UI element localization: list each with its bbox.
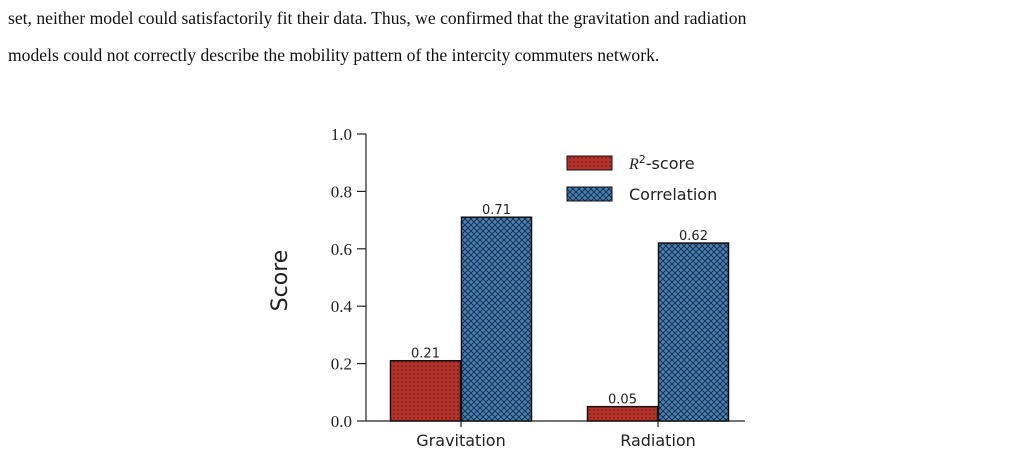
legend-entry: R2-score (628, 153, 695, 173)
y-tick-label: 0.8 (331, 182, 352, 201)
y-tick-label: 0.4 (331, 297, 353, 316)
x-tick-label: Gravitation (416, 431, 505, 450)
chart-legend: R2-score Correlation (566, 153, 717, 204)
y-tick-label: 0.6 (331, 240, 352, 259)
bar-gravitation-r2-score (389, 359, 462, 422)
chart-bars: 0.21 0.71 0.05 0.62 (389, 203, 730, 422)
y-tick-label: 1.0 (331, 125, 352, 144)
y-axis-label: Score (268, 250, 293, 312)
x-tick-label: Radiation (620, 431, 696, 450)
bar-radiation-correlation (657, 242, 730, 422)
data-label: 0.71 (482, 203, 511, 218)
data-label: 0.21 (411, 347, 440, 362)
legend-entry: Correlation (629, 185, 717, 204)
y-tick-label: 0.2 (331, 355, 352, 374)
y-tick-label: 0.0 (331, 412, 352, 431)
paragraph-line-1: set, neither model could satisfactorily … (8, 8, 747, 28)
body-paragraph: set, neither model could satisfactorily … (8, 0, 998, 74)
legend-swatch (566, 186, 613, 202)
bar-gravitation-correlation (460, 216, 533, 422)
data-label: 0.62 (679, 229, 708, 244)
legend-swatch (566, 155, 613, 171)
data-label: 0.05 (608, 393, 637, 408)
paragraph-line-2: models could not correctly describe the … (8, 45, 660, 65)
bar-radiation-r2-score (586, 405, 659, 422)
